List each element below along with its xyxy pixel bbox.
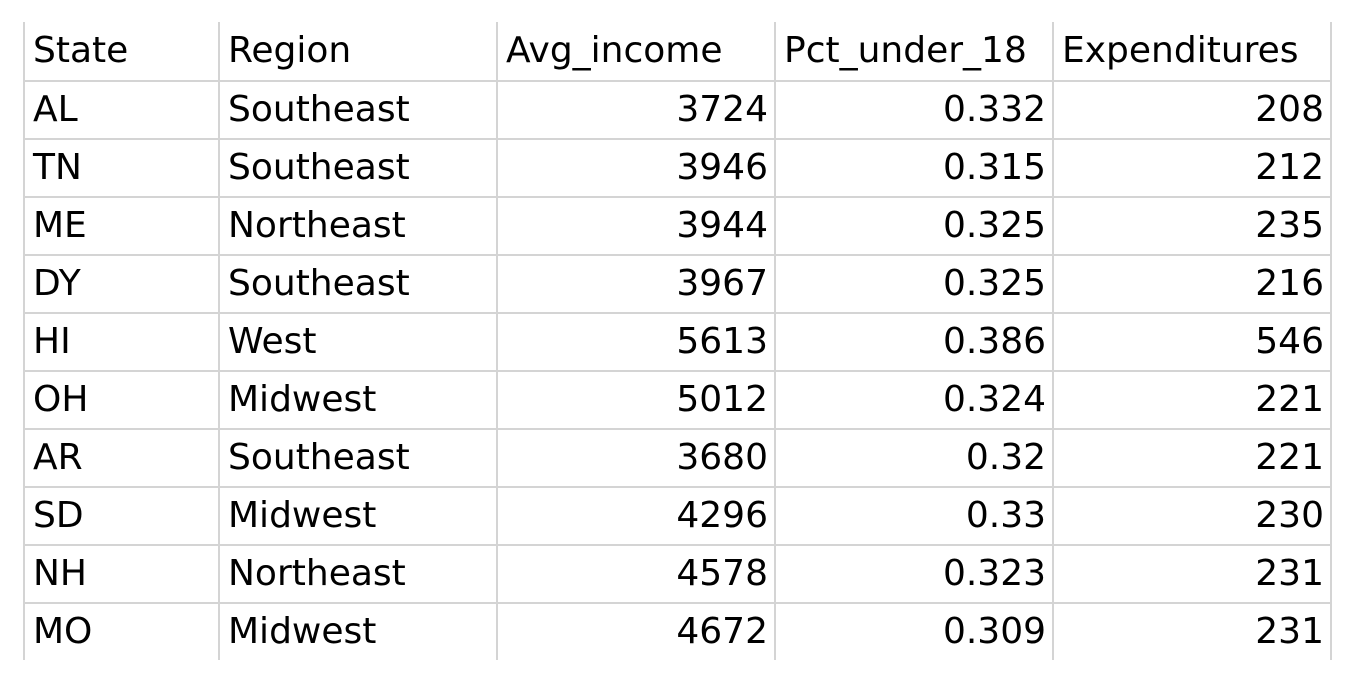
cell-region[interactable]: Midwest: [219, 371, 498, 430]
cell-expenditures[interactable]: 208: [1053, 81, 1332, 140]
cell-pct-under-18[interactable]: 0.32: [775, 429, 1054, 488]
cell-region[interactable]: Northeast: [219, 545, 498, 604]
cell-pct-under-18[interactable]: 0.323: [775, 545, 1054, 604]
cell-state[interactable]: ME: [23, 197, 220, 256]
cell-region[interactable]: West: [219, 313, 498, 372]
cell-state[interactable]: OH: [23, 371, 220, 430]
cell-avg-income[interactable]: 3680: [497, 429, 776, 488]
cell-region[interactable]: Midwest: [219, 603, 498, 660]
cell-pct-under-18[interactable]: 0.332: [775, 81, 1054, 140]
header-cell-region[interactable]: Region: [219, 22, 498, 82]
header-cell-expenditures[interactable]: Expenditures: [1053, 22, 1332, 82]
cell-expenditures[interactable]: 231: [1053, 603, 1332, 660]
cell-pct-under-18[interactable]: 0.309: [775, 603, 1054, 660]
cell-avg-income[interactable]: 4672: [497, 603, 776, 660]
header-cell-state[interactable]: State: [23, 22, 220, 82]
cell-state[interactable]: SD: [23, 487, 220, 546]
table-row: MO Midwest 4672 0.309 231: [23, 603, 1332, 660]
cell-expenditures[interactable]: 230: [1053, 487, 1332, 546]
header-cell-pct-under-18[interactable]: Pct_under_18: [775, 22, 1054, 82]
table-row: HI West 5613 0.386 546: [23, 313, 1332, 372]
cell-region[interactable]: Midwest: [219, 487, 498, 546]
cell-expenditures[interactable]: 212: [1053, 139, 1332, 198]
table-row: SD Midwest 4296 0.33 230: [23, 487, 1332, 546]
spreadsheet-table: State Region Avg_income Pct_under_18 Exp…: [23, 22, 1332, 660]
cell-avg-income[interactable]: 5613: [497, 313, 776, 372]
cell-state[interactable]: MO: [23, 603, 220, 660]
cell-state[interactable]: AL: [23, 81, 220, 140]
table-row: AR Southeast 3680 0.32 221: [23, 429, 1332, 488]
cell-expenditures[interactable]: 235: [1053, 197, 1332, 256]
cell-avg-income[interactable]: 3724: [497, 81, 776, 140]
table-row: TN Southeast 3946 0.315 212: [23, 139, 1332, 198]
cell-region[interactable]: Southeast: [219, 81, 498, 140]
cell-state[interactable]: DY: [23, 255, 220, 314]
cell-avg-income[interactable]: 3944: [497, 197, 776, 256]
cell-state[interactable]: AR: [23, 429, 220, 488]
cell-expenditures[interactable]: 221: [1053, 429, 1332, 488]
cell-avg-income[interactable]: 3967: [497, 255, 776, 314]
cell-expenditures[interactable]: 546: [1053, 313, 1332, 372]
table-row: ME Northeast 3944 0.325 235: [23, 197, 1332, 256]
cell-expenditures[interactable]: 221: [1053, 371, 1332, 430]
cell-pct-under-18[interactable]: 0.386: [775, 313, 1054, 372]
table-row: AL Southeast 3724 0.332 208: [23, 81, 1332, 140]
cell-avg-income[interactable]: 5012: [497, 371, 776, 430]
cell-avg-income[interactable]: 4578: [497, 545, 776, 604]
cell-state[interactable]: TN: [23, 139, 220, 198]
cell-state[interactable]: HI: [23, 313, 220, 372]
header-row: State Region Avg_income Pct_under_18 Exp…: [23, 22, 1332, 82]
cell-expenditures[interactable]: 231: [1053, 545, 1332, 604]
cell-region[interactable]: Northeast: [219, 197, 498, 256]
table-row: DY Southeast 3967 0.325 216: [23, 255, 1332, 314]
cell-pct-under-18[interactable]: 0.315: [775, 139, 1054, 198]
cell-pct-under-18[interactable]: 0.324: [775, 371, 1054, 430]
cell-avg-income[interactable]: 3946: [497, 139, 776, 198]
cell-region[interactable]: Southeast: [219, 255, 498, 314]
cell-pct-under-18[interactable]: 0.33: [775, 487, 1054, 546]
header-cell-avg-income[interactable]: Avg_income: [497, 22, 776, 82]
spreadsheet-body: State Region Avg_income Pct_under_18 Exp…: [23, 22, 1332, 660]
cell-state[interactable]: NH: [23, 545, 220, 604]
cell-pct-under-18[interactable]: 0.325: [775, 197, 1054, 256]
cell-pct-under-18[interactable]: 0.325: [775, 255, 1054, 314]
table-row: OH Midwest 5012 0.324 221: [23, 371, 1332, 430]
cell-avg-income[interactable]: 4296: [497, 487, 776, 546]
table-row: NH Northeast 4578 0.323 231: [23, 545, 1332, 604]
cell-region[interactable]: Southeast: [219, 429, 498, 488]
cell-expenditures[interactable]: 216: [1053, 255, 1332, 314]
cell-region[interactable]: Southeast: [219, 139, 498, 198]
